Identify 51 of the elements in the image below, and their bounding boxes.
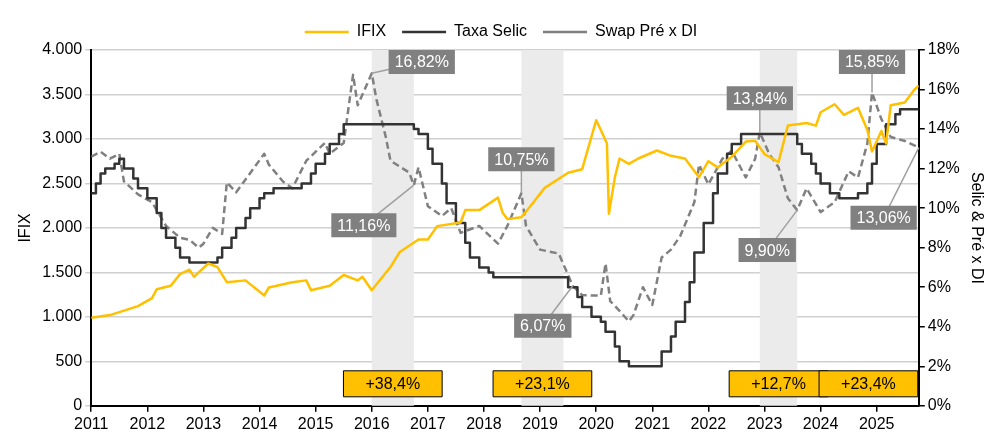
legend-label: IFIX xyxy=(356,22,387,40)
y2-tick-label: 16% xyxy=(927,79,960,97)
x-tick-label: 2017 xyxy=(410,414,446,432)
data-label: 13,84% xyxy=(732,89,787,107)
legend-label: Taxa Selic xyxy=(454,22,527,40)
data-label: 15,85% xyxy=(844,53,900,71)
y-tick-label: 3.000 xyxy=(42,129,83,147)
y-tick-label: 1.000 xyxy=(42,307,83,325)
x-tick-label: 2014 xyxy=(241,414,278,432)
x-tick-label: 2018 xyxy=(466,414,502,432)
y2-axis-title: Selic & Pré x DI xyxy=(968,171,986,284)
x-tick-label: 2020 xyxy=(578,414,615,432)
x-tick-label: 2015 xyxy=(297,414,334,432)
data-label: 11,16% xyxy=(337,216,391,234)
x-tick-label: 2022 xyxy=(690,414,727,432)
y-tick-label: 3.500 xyxy=(42,84,83,102)
y2-tick-label: 8% xyxy=(927,238,951,256)
y2-tick-label: 6% xyxy=(927,277,951,295)
x-tick-label: 2011 xyxy=(74,414,109,432)
data-label: 16,82% xyxy=(394,53,449,71)
y-tick-label: 2.500 xyxy=(42,173,83,191)
y2-tick-label: 12% xyxy=(927,159,960,177)
x-tick-label: 2025 xyxy=(858,414,895,432)
y2-tick-label: 14% xyxy=(927,119,960,137)
y-tick-label: 0 xyxy=(73,396,83,414)
y2-tick-label: 4% xyxy=(927,317,951,335)
data-label: 6,07% xyxy=(520,317,566,335)
annotation: +23,4% xyxy=(841,375,896,393)
x-tick-label: 2024 xyxy=(802,414,839,432)
data-label: 10,75% xyxy=(494,150,549,168)
x-tick-label: 2016 xyxy=(353,414,390,432)
annotation: +38,4% xyxy=(365,375,421,393)
x-tick-label: 2023 xyxy=(746,414,783,432)
y2-tick-label: 2% xyxy=(927,356,951,374)
legend-label: Swap Pré x DI xyxy=(595,22,698,40)
y2-tick-label: 10% xyxy=(927,198,960,216)
annotation: +23,1% xyxy=(515,375,570,393)
data-label: 13,06% xyxy=(856,209,911,227)
y-tick-label: 4.000 xyxy=(42,40,83,58)
y-tick-label: 1.500 xyxy=(42,262,83,280)
x-tick-label: 2013 xyxy=(185,414,222,432)
annotation: +12,7% xyxy=(751,375,806,393)
x-tick-label: 2019 xyxy=(522,414,558,432)
y-axis-title: IFIX xyxy=(16,212,34,243)
x-tick-label: 2021 xyxy=(634,414,671,432)
data-label: 9,90% xyxy=(744,241,790,259)
y-tick-label: 2.000 xyxy=(42,218,83,236)
y-tick-label: 500 xyxy=(55,351,83,369)
y2-tick-label: 0% xyxy=(927,396,951,414)
y2-tick-label: 18% xyxy=(927,40,960,58)
x-tick-label: 2012 xyxy=(129,414,166,432)
